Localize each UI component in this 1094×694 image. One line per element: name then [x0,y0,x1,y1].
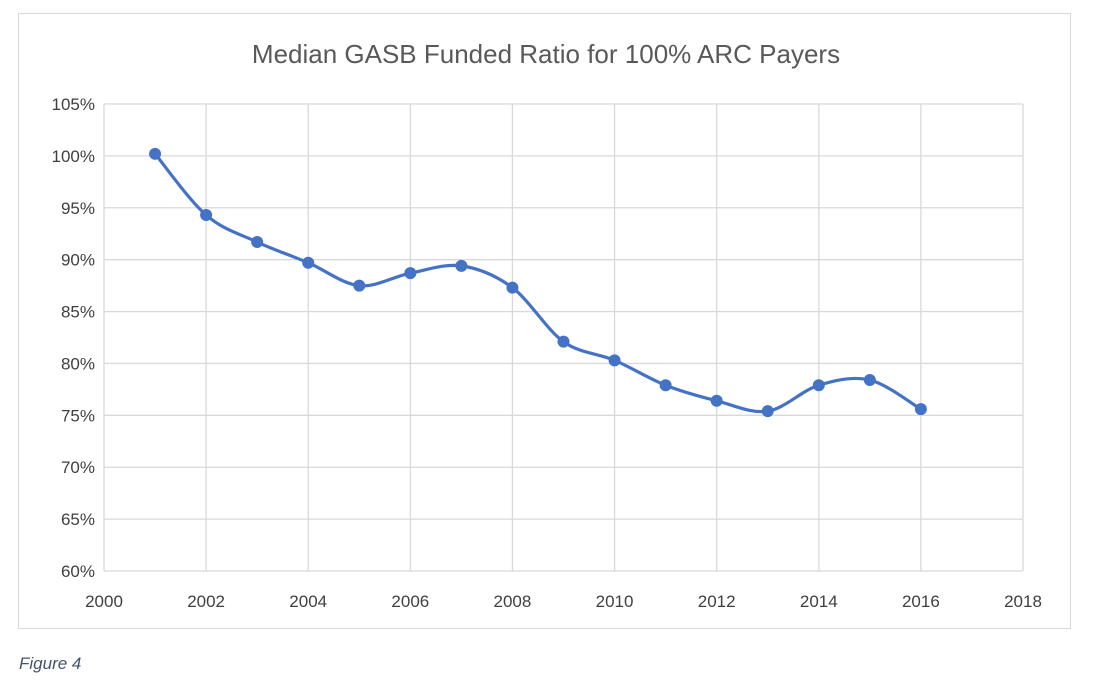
data-point [863,374,876,387]
y-tick-label: 80% [61,354,95,373]
data-point [710,394,723,407]
x-tick-label: 2014 [800,592,838,611]
figure-caption: Figure 4 [19,654,82,673]
line-chart: Median GASB Funded Ratio for 100% ARC Pa… [52,39,1042,611]
series-line [153,152,923,414]
y-tick-label: 75% [61,406,95,425]
data-point [353,279,366,292]
y-tick-label: 100% [52,147,95,166]
y-tick-label: 90% [61,251,95,270]
x-tick-label: 2018 [1004,592,1042,611]
data-point [200,209,213,222]
y-tick-label: 60% [61,562,95,581]
chart-title: Median GASB Funded Ratio for 100% ARC Pa… [252,39,840,69]
x-tick-label: 2012 [698,592,736,611]
grid [103,103,1024,572]
data-point [149,147,162,160]
data-point [914,403,927,416]
y-tick-label: 85% [61,303,95,322]
data-point [404,267,417,280]
x-tick-label: 2002 [187,592,225,611]
chart-frame: Median GASB Funded Ratio for 100% ARC Pa… [18,13,1071,629]
data-point [557,335,570,348]
y-tick-label: 105% [52,95,95,114]
y-tick-label: 95% [61,199,95,218]
data-point [761,405,774,418]
x-tick-label: 2010 [596,592,634,611]
x-tick-label: 2008 [494,592,532,611]
data-point [506,281,519,294]
data-point [302,256,315,269]
data-point [251,236,264,249]
data-point [608,354,621,367]
data-point [659,379,672,392]
y-tick-label: 70% [61,458,95,477]
x-tick-label: 2006 [391,592,429,611]
x-tick-label: 2016 [902,592,940,611]
y-tick-label: 65% [61,510,95,529]
data-point [812,379,825,392]
x-tick-label: 2004 [289,592,327,611]
data-point [455,259,468,272]
series-layer [149,147,927,418]
x-tick-label: 2000 [85,592,123,611]
axis-labels: 60% 65% 70% 75% 80% 85% 90% 95% 100% 105% 2000 2002… [52,95,1042,611]
